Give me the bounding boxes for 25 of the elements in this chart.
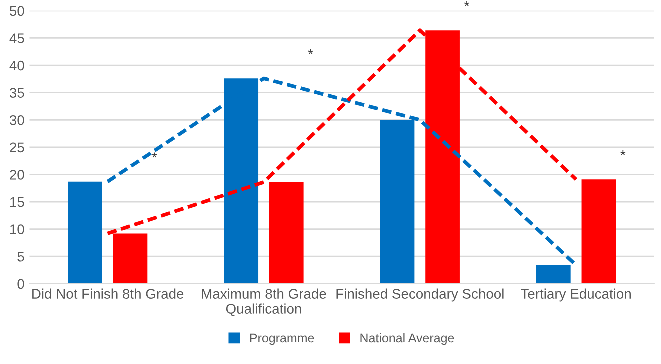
annotation: * <box>620 150 626 156</box>
y-tick-label: 35 <box>10 88 24 98</box>
bar <box>536 265 571 284</box>
x-tick-label: Maximum 8th Grade Qualification <box>202 288 326 316</box>
y-tick-label: 0 <box>18 279 24 290</box>
x-tick-label: Did Not Finish 8th Grade <box>32 288 184 299</box>
x-tick-label: Tertiary Education <box>521 288 631 302</box>
y-tick-label: 20 <box>10 170 24 180</box>
y-tick-label: 15 <box>10 197 24 208</box>
annotation: * <box>308 50 314 54</box>
legend-label: National Average <box>360 333 454 346</box>
y-tick-label: 25 <box>10 142 24 153</box>
y-tick-label: 40 <box>10 60 24 71</box>
bar <box>582 180 616 284</box>
y-tick-label: 50 <box>10 6 24 16</box>
x-tick-label: Finished Secondary School <box>336 288 504 302</box>
y-tick-label: 10 <box>10 224 24 234</box>
y-tick-label: 30 <box>10 115 24 126</box>
text: * <box>464 1 470 6</box>
bar <box>269 182 304 284</box>
bar <box>68 182 102 284</box>
y-tick-label: 5 <box>18 252 24 262</box>
legend-label: Programme <box>250 334 314 346</box>
annotation: * <box>152 152 158 158</box>
y-tick-label: 45 <box>10 34 24 44</box>
